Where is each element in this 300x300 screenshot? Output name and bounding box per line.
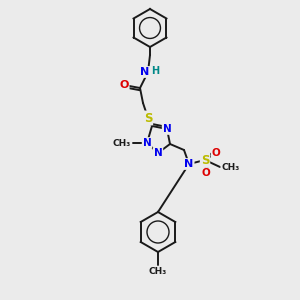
Text: N: N bbox=[163, 124, 171, 134]
Text: N: N bbox=[142, 138, 152, 148]
Text: CH₃: CH₃ bbox=[113, 139, 131, 148]
Text: H: H bbox=[151, 66, 159, 76]
Text: O: O bbox=[202, 168, 210, 178]
Text: S: S bbox=[144, 112, 152, 124]
Text: N: N bbox=[140, 67, 150, 77]
Text: N: N bbox=[154, 148, 162, 158]
Text: O: O bbox=[119, 80, 129, 90]
Text: S: S bbox=[201, 154, 209, 166]
Text: N: N bbox=[184, 159, 194, 169]
Text: CH₃: CH₃ bbox=[149, 267, 167, 276]
Text: CH₃: CH₃ bbox=[221, 163, 239, 172]
Text: O: O bbox=[212, 148, 220, 158]
